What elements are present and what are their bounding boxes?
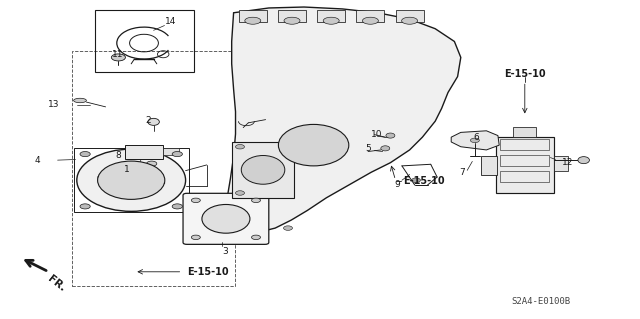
Ellipse shape xyxy=(402,17,418,24)
Ellipse shape xyxy=(578,157,589,164)
Ellipse shape xyxy=(362,17,378,24)
Bar xyxy=(513,127,536,137)
Text: E-15-10: E-15-10 xyxy=(504,69,546,79)
Ellipse shape xyxy=(278,124,349,166)
Bar xyxy=(239,10,267,22)
Text: FR.: FR. xyxy=(46,273,67,293)
Ellipse shape xyxy=(412,178,420,182)
Polygon shape xyxy=(451,131,499,150)
Ellipse shape xyxy=(381,146,390,151)
Text: 9: 9 xyxy=(394,180,400,189)
Bar xyxy=(396,10,424,22)
Bar xyxy=(125,145,163,159)
FancyBboxPatch shape xyxy=(183,193,269,244)
Ellipse shape xyxy=(172,204,182,209)
Text: 13: 13 xyxy=(48,100,60,109)
Ellipse shape xyxy=(77,149,186,211)
Ellipse shape xyxy=(470,138,479,143)
Text: 6: 6 xyxy=(473,133,479,142)
Bar xyxy=(163,148,179,155)
Ellipse shape xyxy=(202,204,250,233)
Bar xyxy=(317,10,346,22)
Text: 3: 3 xyxy=(222,247,228,256)
Ellipse shape xyxy=(80,152,90,157)
Text: 1: 1 xyxy=(124,165,129,174)
Ellipse shape xyxy=(245,17,261,24)
Ellipse shape xyxy=(147,161,157,166)
Ellipse shape xyxy=(172,152,182,157)
Bar xyxy=(500,139,549,150)
Ellipse shape xyxy=(191,235,200,240)
Text: 12: 12 xyxy=(562,158,573,167)
Text: 7: 7 xyxy=(459,168,465,177)
Bar xyxy=(500,155,549,166)
Text: 4: 4 xyxy=(35,156,40,165)
Bar xyxy=(72,51,235,286)
Text: 11: 11 xyxy=(112,50,124,59)
Bar xyxy=(74,148,189,212)
Text: S2A4-E0100B: S2A4-E0100B xyxy=(511,297,570,306)
Ellipse shape xyxy=(191,198,200,203)
Bar xyxy=(500,171,549,182)
Ellipse shape xyxy=(241,155,285,184)
Bar xyxy=(278,10,306,22)
Bar xyxy=(356,10,385,22)
Text: 10: 10 xyxy=(371,130,382,139)
Ellipse shape xyxy=(111,54,125,61)
Ellipse shape xyxy=(97,161,165,199)
Text: 8: 8 xyxy=(116,151,122,160)
Ellipse shape xyxy=(252,235,260,240)
Ellipse shape xyxy=(236,191,244,195)
Bar xyxy=(95,10,194,72)
Ellipse shape xyxy=(284,226,292,230)
Text: E-15-10: E-15-10 xyxy=(187,267,228,277)
Text: 14: 14 xyxy=(164,17,176,26)
Text: 5: 5 xyxy=(365,145,371,153)
Ellipse shape xyxy=(74,98,86,103)
Text: 2: 2 xyxy=(145,116,151,125)
Bar xyxy=(496,137,554,193)
Ellipse shape xyxy=(323,17,339,24)
Ellipse shape xyxy=(252,198,260,203)
Text: E-15-10: E-15-10 xyxy=(403,176,445,186)
Ellipse shape xyxy=(148,118,159,125)
Bar xyxy=(554,156,568,171)
Ellipse shape xyxy=(284,17,300,24)
Polygon shape xyxy=(227,7,461,233)
Ellipse shape xyxy=(80,204,90,209)
Ellipse shape xyxy=(236,145,244,149)
Bar xyxy=(481,156,497,175)
Ellipse shape xyxy=(386,133,395,138)
Bar xyxy=(232,142,294,198)
